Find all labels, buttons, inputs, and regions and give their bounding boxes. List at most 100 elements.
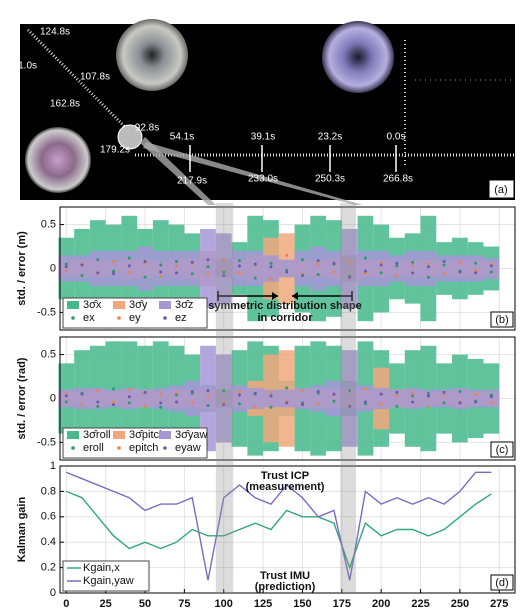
std-band xyxy=(89,387,106,410)
error-point xyxy=(190,389,194,393)
error-point xyxy=(253,405,257,409)
std-band xyxy=(263,389,279,408)
y-tick-label: 0.5 xyxy=(41,218,56,230)
error-point xyxy=(206,404,210,408)
error-point xyxy=(222,274,226,278)
error-point xyxy=(253,276,257,280)
error-point xyxy=(64,262,68,266)
error-point xyxy=(300,403,304,407)
error-point xyxy=(332,270,336,274)
legend-swatch xyxy=(71,446,75,450)
error-point xyxy=(80,263,84,267)
legend-label: Kgain,yaw xyxy=(83,575,134,587)
y-tick-label: 0.2 xyxy=(41,562,56,574)
std-band xyxy=(152,387,169,410)
error-point xyxy=(285,401,289,405)
error-point xyxy=(159,392,163,396)
error-point xyxy=(96,404,100,408)
error-point xyxy=(379,271,383,275)
legend-swatch xyxy=(113,301,125,309)
legend-label: ez xyxy=(175,312,187,324)
x-tick-label: 125 xyxy=(254,598,272,610)
timestamp-label: 54.1s xyxy=(170,132,194,143)
error-point xyxy=(253,391,257,395)
std-band xyxy=(215,233,232,304)
std-band xyxy=(326,380,342,417)
panel-label: (b) xyxy=(495,314,508,326)
error-point xyxy=(458,389,462,393)
std-band xyxy=(168,385,185,412)
frame xyxy=(59,206,516,331)
std-band xyxy=(483,257,500,280)
std-band xyxy=(357,385,374,412)
error-point xyxy=(143,275,147,279)
legend-swatch xyxy=(113,431,125,439)
y-tick-label: 0.8 xyxy=(41,485,56,497)
error-point xyxy=(159,263,163,267)
error-point xyxy=(237,393,241,397)
error-point xyxy=(395,404,399,408)
error-point xyxy=(395,393,399,397)
std-band xyxy=(294,250,311,287)
std-band xyxy=(247,250,264,287)
error-point xyxy=(222,258,226,262)
x-tick-label: 50 xyxy=(139,598,151,610)
legend-label: 3σ̂z xyxy=(175,299,193,311)
error-point xyxy=(332,261,336,265)
error-point xyxy=(348,389,352,393)
error-point xyxy=(426,275,430,279)
timestamp-label: 92.8s xyxy=(135,123,159,134)
std-band xyxy=(467,389,484,408)
legend-label: 3σ̂yaw xyxy=(175,429,208,441)
y-tick-label: 0 xyxy=(50,392,56,404)
error-point xyxy=(363,256,367,260)
error-point xyxy=(458,270,462,274)
error-point xyxy=(175,393,179,397)
error-point xyxy=(269,390,273,394)
frame xyxy=(59,465,516,594)
y-axis-label: Kalman gain xyxy=(16,497,28,563)
legend-label: 3σ̂x xyxy=(83,299,102,311)
camera-image xyxy=(116,19,188,91)
error-point xyxy=(222,270,226,274)
timestamp-label: 162.8s xyxy=(50,99,80,110)
std-band xyxy=(58,389,75,408)
error-point xyxy=(190,260,194,264)
legend-box xyxy=(62,427,208,459)
error-point xyxy=(363,387,367,391)
timestamp-label: 23.2s xyxy=(318,132,342,143)
y-axis-label: std. / error (m) xyxy=(16,231,28,306)
x-tick-label: 150 xyxy=(293,598,311,610)
error-point xyxy=(411,263,415,267)
legend-label: eroll xyxy=(83,442,104,454)
y-tick-label: -0.5 xyxy=(37,436,56,448)
error-point xyxy=(474,268,478,272)
std-band xyxy=(137,246,153,291)
std-band xyxy=(89,250,106,287)
error-point xyxy=(489,270,493,274)
error-point xyxy=(143,404,147,408)
y-tick-label: -0.5 xyxy=(37,306,56,318)
error-point xyxy=(112,403,116,407)
timestamp-label: 179.2s xyxy=(100,145,130,156)
error-point xyxy=(112,259,116,263)
annotation-arrowhead xyxy=(272,292,278,300)
frame xyxy=(59,336,516,461)
error-point xyxy=(300,258,304,262)
error-point xyxy=(237,271,241,275)
legend-label: 3σ̂pitch xyxy=(129,429,165,441)
error-point xyxy=(64,265,68,269)
legend-label: Kgain,x xyxy=(83,562,120,574)
std-band xyxy=(247,387,264,410)
error-point xyxy=(316,262,320,266)
error-point xyxy=(426,391,430,395)
camera-image xyxy=(25,127,91,193)
error-point xyxy=(64,269,68,273)
error-point xyxy=(143,259,147,263)
error-point xyxy=(395,274,399,278)
error-point xyxy=(80,392,84,396)
error-point xyxy=(64,391,68,395)
annotation: Trust IMU xyxy=(260,570,310,582)
error-point xyxy=(175,271,179,275)
error-point xyxy=(489,395,493,399)
